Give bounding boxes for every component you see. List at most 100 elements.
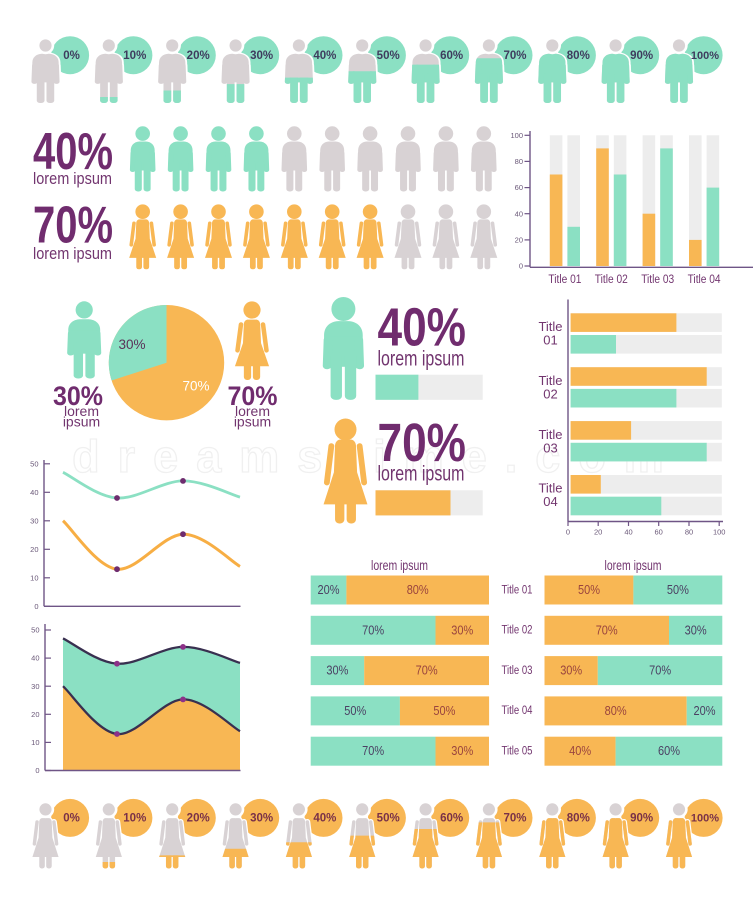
svg-text:70%: 70% (33, 197, 113, 255)
svg-text:40%: 40% (378, 299, 467, 358)
svg-text:90%: 90% (630, 813, 653, 825)
svg-text:20: 20 (594, 528, 602, 537)
svg-text:lorem ipsum: lorem ipsum (378, 348, 465, 371)
svg-text:50%: 50% (578, 582, 600, 597)
svg-text:40: 40 (515, 209, 523, 218)
svg-text:Title: Title (538, 319, 562, 334)
svg-text:50%: 50% (344, 703, 366, 718)
svg-text:100: 100 (713, 528, 726, 537)
svg-text:60%: 60% (440, 813, 463, 825)
svg-text:Title: Title (538, 427, 562, 442)
svg-text:01: 01 (543, 333, 557, 348)
svg-text:30%: 30% (685, 622, 707, 637)
svg-text:90%: 90% (630, 50, 653, 62)
svg-text:20: 20 (31, 710, 39, 719)
svg-text:30: 30 (30, 516, 38, 525)
svg-text:60%: 60% (440, 50, 463, 62)
svg-text:30%: 30% (250, 813, 273, 825)
svg-text:0%: 0% (63, 50, 80, 62)
svg-text:20%: 20% (187, 50, 210, 62)
svg-text:80%: 80% (605, 703, 627, 718)
svg-text:40: 40 (31, 654, 39, 663)
svg-text:0: 0 (34, 602, 38, 611)
svg-text:lorem: lorem (235, 403, 270, 419)
svg-text:10: 10 (31, 738, 39, 747)
svg-text:30%: 30% (451, 622, 473, 637)
svg-text:70%: 70% (416, 663, 438, 678)
svg-text:Title 03: Title 03 (502, 665, 533, 677)
svg-text:60%: 60% (658, 743, 680, 758)
svg-text:Title 01: Title 01 (502, 584, 533, 596)
svg-text:40%: 40% (313, 50, 336, 62)
svg-text:80%: 80% (567, 813, 590, 825)
svg-text:100%: 100% (691, 50, 719, 62)
svg-text:70%: 70% (378, 414, 467, 473)
svg-text:60: 60 (655, 528, 663, 537)
svg-text:50: 50 (30, 459, 38, 468)
svg-text:60: 60 (515, 183, 523, 192)
svg-text:70%: 70% (649, 663, 671, 678)
svg-text:80%: 80% (567, 50, 590, 62)
svg-text:lorem ipsum: lorem ipsum (33, 245, 112, 263)
svg-text:40%: 40% (569, 743, 591, 758)
svg-text:0: 0 (566, 528, 570, 537)
svg-text:Title 03: Title 03 (641, 274, 674, 286)
svg-text:20: 20 (30, 545, 38, 554)
svg-text:70%: 70% (228, 381, 278, 411)
svg-text:Title 01: Title 01 (548, 274, 581, 286)
svg-text:70%: 70% (362, 622, 384, 637)
svg-text:0%: 0% (63, 813, 80, 825)
svg-text:20%: 20% (694, 703, 716, 718)
svg-text:04: 04 (543, 494, 557, 509)
svg-text:10%: 10% (123, 50, 146, 62)
svg-text:20: 20 (515, 236, 523, 245)
svg-text:Title 04: Title 04 (688, 274, 722, 286)
svg-text:50%: 50% (377, 813, 400, 825)
svg-text:lorem ipsum: lorem ipsum (378, 463, 465, 486)
svg-text:03: 03 (543, 440, 557, 455)
svg-text:Title 04: Title 04 (502, 705, 533, 717)
svg-text:100: 100 (510, 131, 523, 140)
svg-text:70%: 70% (182, 379, 209, 394)
svg-text:30%: 30% (560, 663, 582, 678)
svg-text:Title 05: Title 05 (502, 746, 533, 758)
svg-text:ipsum: ipsum (63, 414, 100, 430)
svg-text:40%: 40% (313, 813, 336, 825)
svg-text:Title 02: Title 02 (502, 625, 533, 637)
svg-text:50: 50 (31, 626, 39, 635)
svg-text:10%: 10% (123, 813, 146, 825)
svg-text:Title: Title (538, 373, 562, 388)
svg-text:70%: 70% (362, 743, 384, 758)
svg-text:40%: 40% (33, 123, 113, 181)
svg-text:70%: 70% (503, 50, 526, 62)
svg-text:30%: 30% (118, 337, 145, 352)
svg-text:80: 80 (515, 157, 523, 166)
svg-text:20%: 20% (318, 582, 340, 597)
svg-text:0: 0 (519, 262, 523, 271)
svg-text:70%: 70% (503, 813, 526, 825)
svg-text:40: 40 (30, 488, 38, 497)
svg-text:10: 10 (30, 573, 38, 582)
svg-text:ipsum: ipsum (234, 414, 271, 430)
svg-text:50%: 50% (667, 582, 689, 597)
svg-text:50%: 50% (433, 703, 455, 718)
svg-text:lorem: lorem (64, 403, 99, 419)
svg-text:0: 0 (35, 766, 39, 775)
svg-text:02: 02 (543, 386, 557, 401)
svg-text:50%: 50% (377, 50, 400, 62)
svg-text:30%: 30% (250, 50, 273, 62)
svg-text:80: 80 (685, 528, 693, 537)
svg-text:lorem ipsum: lorem ipsum (371, 557, 428, 573)
svg-text:Title 02: Title 02 (595, 274, 628, 286)
svg-text:40: 40 (624, 528, 632, 537)
svg-text:30%: 30% (53, 381, 103, 411)
svg-text:lorem ipsum: lorem ipsum (605, 557, 662, 573)
svg-text:70%: 70% (596, 622, 618, 637)
svg-text:lorem ipsum: lorem ipsum (33, 170, 112, 188)
svg-text:100%: 100% (691, 813, 719, 825)
svg-text:30: 30 (31, 682, 39, 691)
svg-text:30%: 30% (326, 663, 348, 678)
svg-text:20%: 20% (187, 813, 210, 825)
svg-text:Title: Title (538, 481, 562, 496)
svg-text:80%: 80% (407, 582, 429, 597)
